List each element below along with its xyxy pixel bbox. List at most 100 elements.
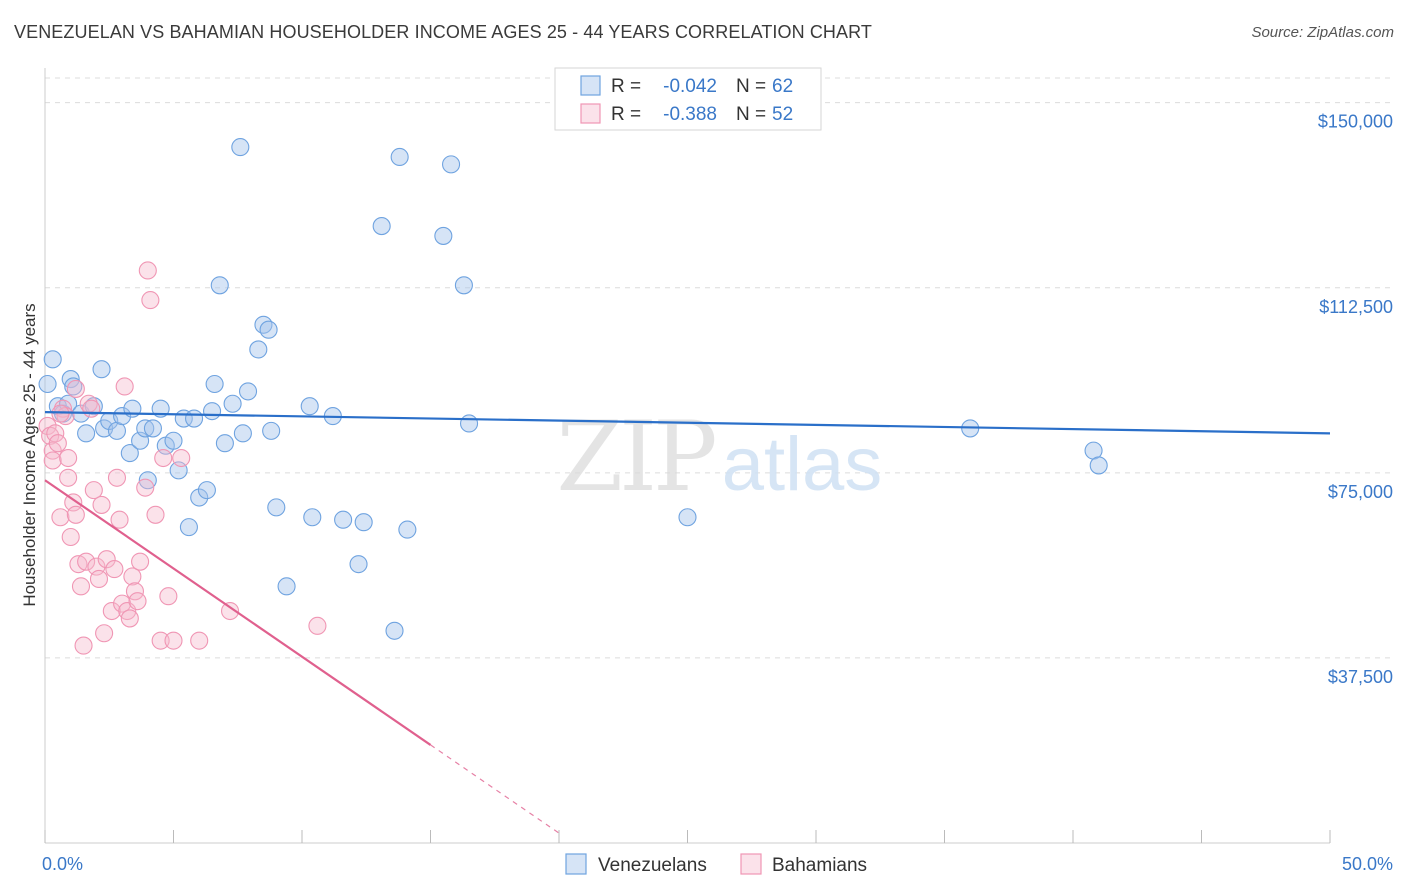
legend-bahamians-label: Bahamians: [772, 855, 867, 876]
bahamian-point: [110, 510, 129, 529]
venezuelan-point: [43, 350, 62, 369]
venezuelan-point: [84, 397, 103, 416]
trend-lines: [44, 411, 1331, 834]
stats-legend: R = -0.042 N = 62 R = -0.388 N = 52: [554, 67, 822, 131]
venezuelan-point: [120, 444, 139, 463]
venezuelan-point: [203, 402, 222, 421]
watermark-atlas: atlas: [722, 422, 883, 507]
chart-title: VENEZUELAN VS BAHAMIAN HOUSEHOLDER INCOM…: [14, 22, 873, 42]
venezuelan-trend-line: [44, 411, 1331, 435]
bahamian-point: [172, 448, 191, 468]
y-tick-label: $112,500: [1319, 297, 1393, 317]
venezuelan-point: [372, 217, 391, 236]
bahamian-point: [97, 550, 116, 569]
bahamian-point: [123, 567, 142, 586]
x-tick-label-max: 50.0%: [1342, 854, 1393, 874]
venezuelan-point: [678, 508, 697, 527]
venezuelan-point: [303, 508, 322, 527]
y-axis-title-group: Householder Income Ages 25 - 44 years: [20, 303, 39, 606]
venezuelan-point: [354, 513, 373, 532]
chart-source: Source: ZipAtlas.com: [1251, 24, 1394, 41]
venezuelan-point: [334, 510, 353, 529]
venezuelan-point: [61, 370, 80, 389]
venezuelan-point: [259, 320, 278, 339]
legend-venezuelans-label: Venezuelans: [598, 855, 707, 876]
r-label: R =: [611, 104, 641, 125]
bahamian-swatch: [580, 103, 601, 124]
venezuelan-point: [38, 374, 57, 394]
bahamian-point: [102, 601, 121, 621]
venezuelan-point: [249, 340, 268, 359]
r-value: -0.388: [663, 104, 717, 125]
bahamian-point: [107, 468, 127, 487]
watermark: ZIP atlas: [556, 401, 882, 513]
venezuelan-point: [164, 431, 183, 450]
venezuelan-point: [223, 394, 242, 413]
venezuelan-swatch: [580, 75, 601, 96]
venezuelan-point: [254, 315, 273, 334]
bahamian-trend-line-extension: [430, 744, 560, 834]
x-tick-label-min: 0.0%: [42, 854, 83, 874]
bahamian-point: [43, 451, 62, 470]
y-tick-label: $75,000: [1328, 482, 1393, 502]
bahamian-point: [92, 495, 111, 514]
r-value: -0.042: [663, 76, 717, 97]
bahamian-point: [131, 552, 150, 571]
venezuelan-point: [143, 419, 162, 438]
bahamian-point: [154, 448, 173, 468]
bahamian-point: [164, 631, 183, 650]
bahamian-point: [77, 552, 96, 571]
venezuelan-point: [138, 471, 157, 490]
venezuelan-point: [233, 424, 252, 443]
venezuelan-point: [210, 276, 229, 295]
venezuelan-point: [385, 621, 404, 640]
venezuelan-point: [442, 155, 461, 174]
bahamian-point: [308, 616, 327, 635]
bahamian-point: [74, 636, 93, 655]
venezuelan-point: [92, 360, 111, 379]
n-label: N =: [736, 76, 766, 97]
venezuelan-point: [390, 147, 409, 167]
venezuelan-point: [179, 518, 198, 537]
bahamian-point: [82, 399, 101, 418]
grid-lines: [45, 77, 1394, 659]
bahamian-point: [48, 434, 67, 453]
bahamian-point: [41, 426, 60, 445]
bahamian-point: [59, 468, 78, 487]
watermark-zip: ZIP: [556, 401, 715, 513]
bahamian-point: [120, 609, 139, 628]
bahamian-point: [115, 377, 134, 396]
venezuelan-point: [113, 407, 132, 426]
bahamian-point: [59, 448, 78, 468]
venezuelan-point: [197, 481, 216, 500]
legend-venezuelans-swatch: [565, 853, 587, 875]
venezuelan-point: [277, 577, 296, 596]
venezuelan-point: [190, 488, 209, 507]
bahamian-point: [95, 624, 114, 643]
bahamian-point: [61, 527, 80, 547]
venezuelan-point: [454, 276, 473, 295]
data-points: [38, 138, 1108, 655]
series-legend: Venezuelans Bahamians: [565, 853, 867, 876]
bahamian-point: [136, 478, 155, 497]
r-label: R =: [611, 76, 641, 97]
bahamian-point: [141, 291, 160, 310]
bahamian-point: [84, 481, 103, 500]
venezuelan-point: [231, 138, 250, 157]
venezuelan-point: [459, 414, 479, 433]
bahamian-point: [138, 261, 157, 280]
venezuelan-point: [136, 419, 155, 438]
bahamian-point: [51, 508, 70, 527]
bahamian-point: [220, 601, 240, 621]
bahamian-point: [105, 560, 124, 579]
bahamian-point: [190, 631, 209, 650]
bahamian-point: [159, 587, 178, 606]
bahamian-point: [51, 404, 70, 423]
venezuelan-point: [64, 377, 83, 396]
venezuelan-point: [1089, 456, 1108, 475]
legend-bahamians-swatch: [740, 853, 762, 875]
venezuelan-point: [215, 434, 234, 453]
bahamian-trend-line: [44, 479, 432, 746]
n-label: N =: [736, 104, 766, 125]
